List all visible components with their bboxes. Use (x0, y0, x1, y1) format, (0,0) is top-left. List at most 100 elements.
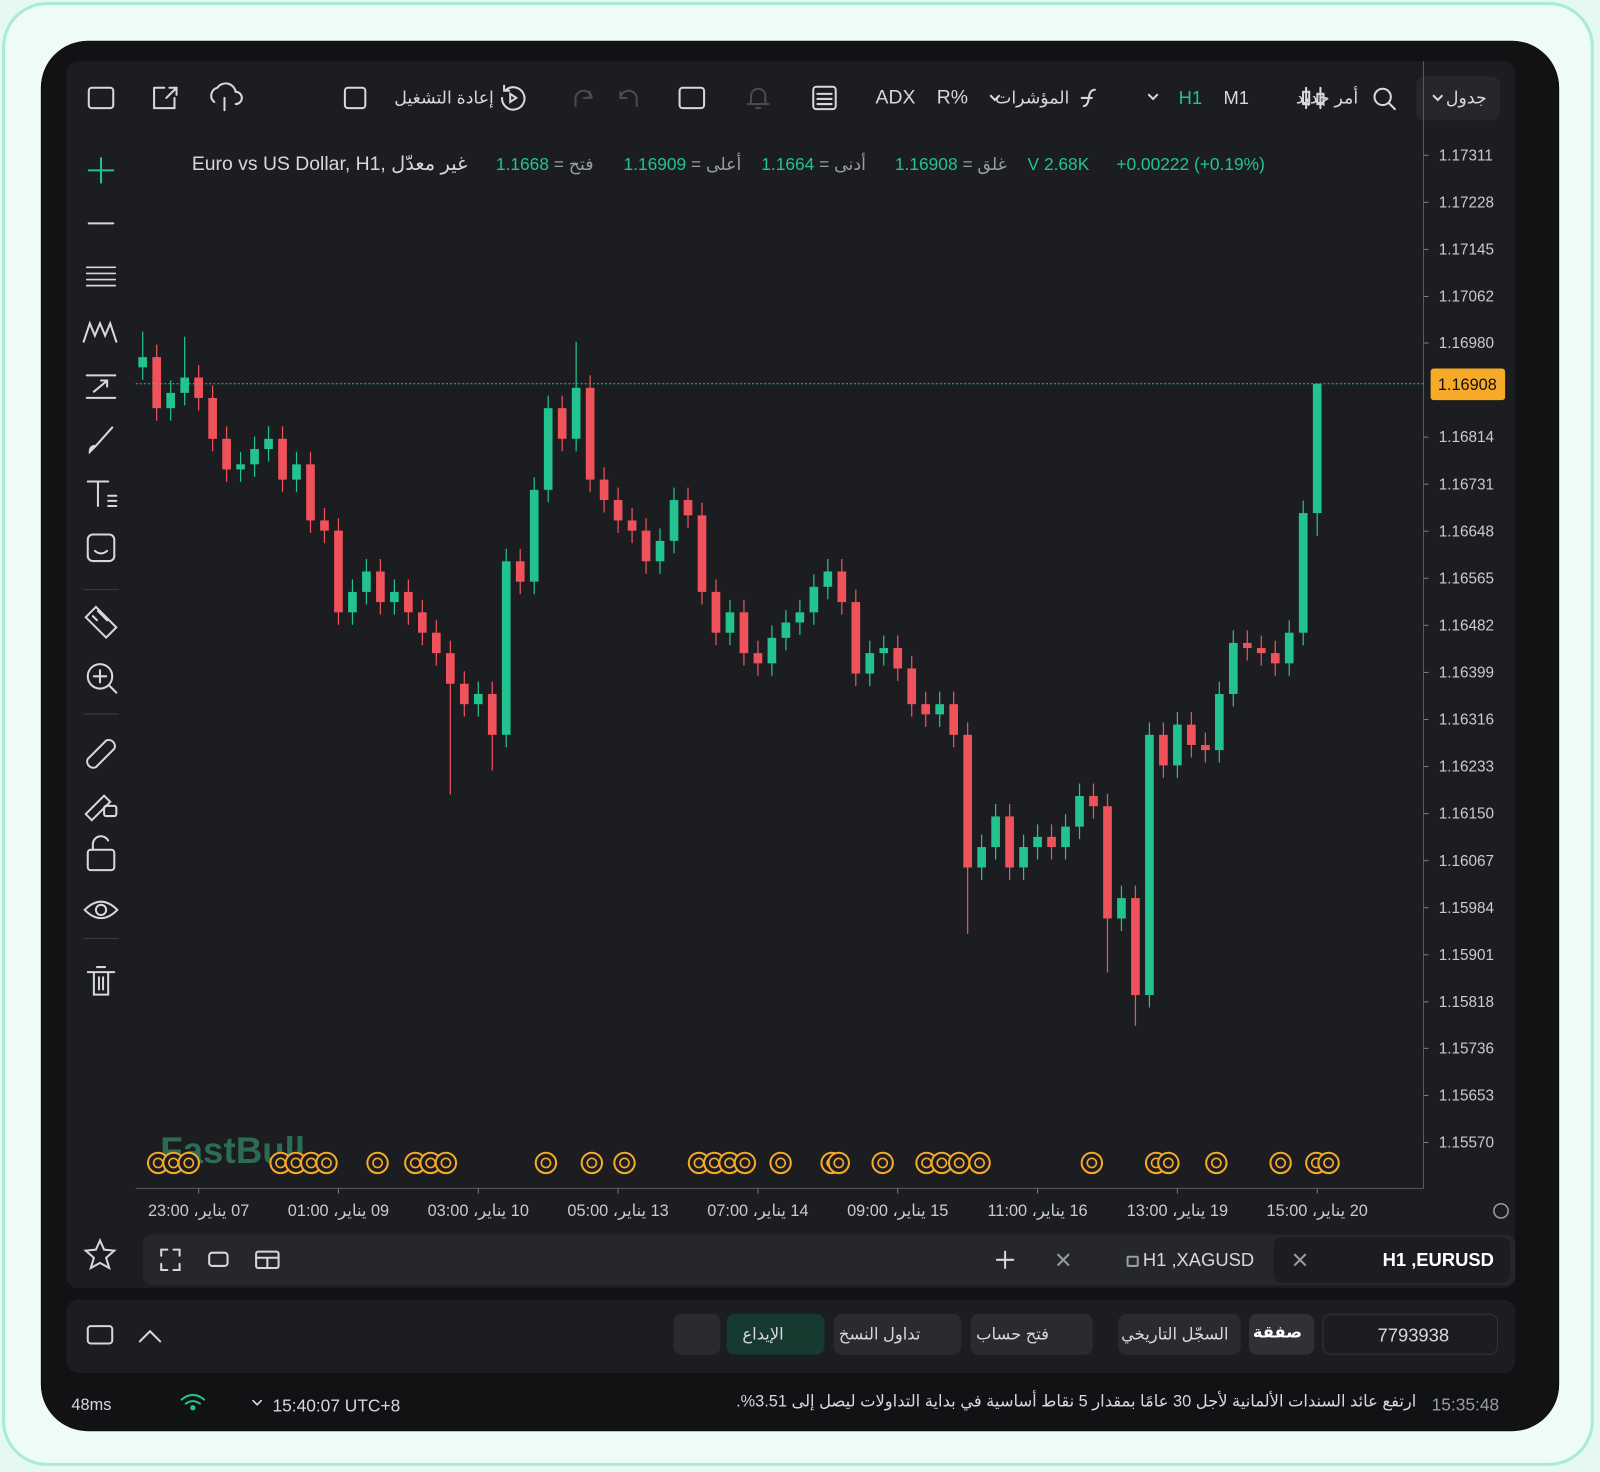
timeframe-h1[interactable]: H1 (1178, 87, 1203, 109)
candle-body (921, 704, 931, 715)
candle-body (404, 591, 413, 613)
icon-alert[interactable] (746, 87, 770, 110)
tab-eurusd[interactable]: H1 ,EURUSD (1382, 1249, 1494, 1271)
x-tick-label: 07 يناير، 23:00 (148, 1202, 249, 1221)
candle-body (781, 622, 791, 638)
event-marker (769, 1151, 792, 1175)
y-tick-label: 1.16482 (1439, 617, 1494, 634)
event-marker-inner (936, 1157, 948, 1169)
news-ticker[interactable]: ارتفع عائد السندات الألمانية لأجل 30 عام… (736, 1393, 1417, 1411)
tool-crosshair[interactable] (87, 157, 115, 184)
tool-pattern[interactable] (82, 320, 118, 343)
tab-xagusd[interactable]: H1 ,XAGUSD (1142, 1249, 1255, 1271)
candle-body (907, 668, 917, 705)
icon-single-layout[interactable] (208, 1251, 229, 1267)
trade-label[interactable]: صفقة (1252, 1324, 1303, 1342)
icon-function[interactable] (1080, 88, 1096, 108)
adx-button[interactable]: ADX (875, 87, 916, 109)
icon-search[interactable] (1373, 87, 1392, 107)
open-account-button[interactable] (970, 1313, 1093, 1355)
candle-body (1201, 744, 1210, 751)
x-tick-label: 13 يناير، 05:00 (567, 1202, 668, 1221)
timeframe-m1[interactable]: M1 (1223, 87, 1249, 109)
tool-unlock[interactable] (86, 848, 116, 872)
account-select[interactable] (1322, 1313, 1498, 1355)
candle-body (627, 520, 637, 531)
clock[interactable]: 15:40:07 UTC+8 (272, 1396, 401, 1416)
deposit-button[interactable] (726, 1313, 825, 1355)
open-label: فتح = (553, 154, 594, 174)
icon-fullscreen[interactable] (160, 1248, 181, 1272)
dropdown-chevrons[interactable] (989, 93, 1443, 102)
candle-body (390, 591, 399, 603)
account-number[interactable]: 7793938 (1377, 1325, 1450, 1346)
event-marker-inner (619, 1157, 630, 1169)
candle-body (1242, 642, 1252, 649)
icon-close-tab[interactable] (1057, 1253, 1307, 1266)
tool-unlock-shackle (91, 835, 110, 851)
event-marker (177, 1151, 201, 1175)
tool-fib[interactable] (85, 266, 117, 287)
new-order-button[interactable]: أمر جديد (1295, 88, 1359, 108)
tool-ruler[interactable] (84, 605, 118, 640)
copy-trading-button[interactable] (833, 1313, 962, 1355)
r-percent-button[interactable]: R% (936, 87, 968, 109)
icon-redo[interactable] (574, 89, 593, 108)
replay-button[interactable]: إعادة التشغيل (394, 88, 494, 108)
icon-popout[interactable] (153, 86, 178, 110)
icon-replay[interactable] (501, 84, 526, 111)
candle-body (306, 464, 315, 521)
icon-wifi-dot (190, 1405, 196, 1411)
more-button[interactable] (673, 1313, 721, 1355)
history-tab[interactable] (1118, 1313, 1241, 1355)
event-marker (1269, 1151, 1292, 1175)
icon-exit[interactable] (87, 86, 115, 110)
tool-text[interactable] (86, 480, 118, 507)
news-time: 15:35:48 (1431, 1394, 1500, 1415)
tool-zoom[interactable] (86, 663, 114, 690)
candle-body (1075, 796, 1084, 827)
candle-body (1047, 836, 1056, 848)
candle-body (585, 387, 595, 480)
candle-body (236, 464, 245, 470)
icon-wifi (180, 1393, 206, 1405)
candle-body (1187, 724, 1196, 745)
icon-expand[interactable] (138, 1329, 162, 1343)
deposit-label[interactable]: الإيداع (742, 1326, 784, 1344)
icon-candle-b (1316, 92, 1325, 106)
tool-visibility[interactable] (83, 900, 119, 920)
candle-body (1159, 734, 1168, 766)
icon-new-order[interactable] (343, 86, 367, 110)
icon-template-lines (816, 92, 833, 106)
history-label[interactable]: السجّل التاريخي (1121, 1326, 1229, 1344)
icon-tab-lock (1126, 1255, 1139, 1267)
chart-type-select[interactable]: جدول (1445, 88, 1487, 108)
chart-type-box[interactable] (1416, 76, 1501, 121)
copy-trading-label[interactable]: تداول النسخ (838, 1326, 921, 1344)
tool-magnet[interactable] (86, 739, 116, 769)
tool-delete[interactable] (86, 966, 116, 996)
settings-gear[interactable] (1493, 1202, 1509, 1219)
icon-template[interactable] (812, 85, 837, 111)
tool-brush[interactable] (88, 426, 114, 455)
icon-panel[interactable] (86, 1325, 114, 1345)
favorite-star[interactable] (83, 1237, 117, 1271)
icon-search-handle (1387, 102, 1396, 111)
y-tick-label: 1.15901 (1439, 947, 1494, 964)
y-tick-label: 1.17311 (1439, 147, 1493, 164)
tool-lock-drawing[interactable] (84, 794, 112, 822)
open-account-label[interactable]: فتح حساب (976, 1326, 1049, 1344)
trade-tab[interactable] (1248, 1313, 1315, 1355)
tool-projection[interactable] (85, 374, 117, 399)
event-marker (733, 1151, 757, 1175)
tool-visibility-pupil (94, 903, 108, 917)
candle-body (529, 489, 539, 582)
icon-calendar[interactable] (678, 86, 706, 110)
tool-emoji[interactable] (86, 533, 116, 563)
icon-undo[interactable] (619, 89, 638, 108)
active-tab[interactable] (1273, 1237, 1511, 1283)
icon-cloud[interactable] (210, 82, 243, 112)
y-tick-label: 1.15653 (1439, 1088, 1494, 1105)
indicators-button[interactable]: المؤشرات (995, 88, 1070, 108)
icon-add-tab[interactable] (995, 1250, 1015, 1270)
